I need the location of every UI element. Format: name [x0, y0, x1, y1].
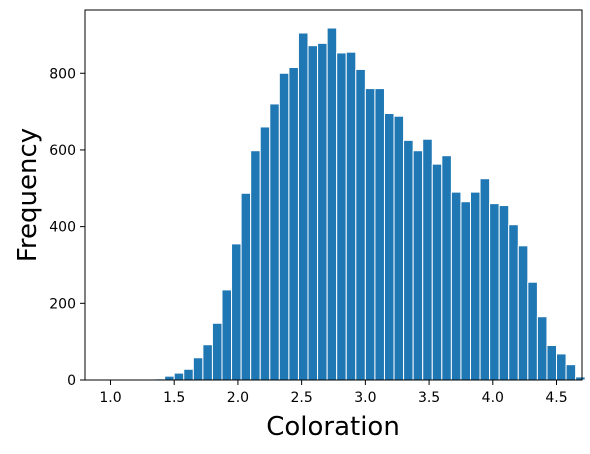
histogram-bar: [364, 88, 376, 381]
bars-group: [154, 27, 586, 381]
histogram-bar: [479, 178, 491, 381]
histogram-bar: [231, 243, 242, 381]
plot-frame: [84, 9, 583, 381]
histogram-bar: [546, 344, 558, 381]
x-axis-label: Coloration: [266, 412, 400, 442]
x-tick-label: 1.5: [163, 390, 185, 406]
histogram-bar: [297, 32, 309, 381]
x-tick-label: 4.0: [482, 390, 504, 406]
histogram-bar: [326, 27, 338, 381]
y-axis-ticks: 0 200 400 600 800: [49, 66, 85, 389]
y-axis-label: Frequency: [13, 128, 43, 262]
histogram-bar: [393, 115, 405, 381]
histogram-bar: [202, 344, 213, 381]
x-tick-label: 4.5: [545, 390, 567, 406]
histogram-bar: [536, 316, 548, 381]
histogram-bar: [355, 68, 366, 381]
histogram-bar: [508, 224, 519, 381]
histogram-bar: [192, 357, 204, 381]
histogram-bar: [269, 103, 280, 381]
histogram-bar: [383, 113, 395, 381]
histogram-bar: [431, 163, 443, 381]
histogram-bar: [441, 155, 452, 381]
histogram-bar: [517, 245, 529, 381]
histogram-bar: [173, 372, 185, 381]
y-tick-label: 200: [49, 296, 76, 312]
y-tick-label: 0: [67, 373, 76, 389]
y-tick-label: 800: [49, 66, 76, 82]
histogram-bar: [469, 191, 481, 381]
histogram-bar: [556, 353, 567, 381]
histogram-bar: [460, 201, 471, 381]
histogram-bar: [527, 281, 538, 381]
x-tick-label: 2.0: [227, 390, 249, 406]
histogram-bar: [240, 192, 252, 381]
histogram-bar: [211, 322, 223, 381]
histogram-bar: [317, 42, 328, 381]
x-tick-label: 1.0: [99, 390, 121, 406]
y-tick-label: 400: [49, 220, 76, 236]
histogram-bar: [374, 88, 385, 381]
y-tick-label: 600: [49, 143, 76, 159]
histogram-bar: [183, 368, 194, 381]
histogram-bar: [403, 139, 414, 381]
histogram-bar: [412, 150, 424, 381]
histogram-bar: [565, 364, 577, 381]
histogram-bar: [336, 52, 347, 381]
x-tick-label: 2.5: [291, 390, 313, 406]
histogram-bar: [489, 203, 500, 381]
histogram-bar: [450, 191, 462, 381]
x-axis-ticks: 1.0 1.5 2.0 2.5 3.0 3.5 4.0 4.5: [99, 380, 568, 406]
histogram-bar: [164, 375, 175, 381]
histogram-bar: [422, 138, 433, 381]
x-tick-label: 3.0: [354, 390, 376, 406]
x-tick-label: 3.5: [418, 390, 440, 406]
histogram-bar: [498, 205, 510, 381]
histogram-bar: [221, 289, 233, 381]
histogram-bar: [307, 45, 319, 381]
histogram-bar: [259, 126, 271, 381]
histogram-bar: [278, 72, 290, 381]
histogram-bar: [250, 150, 261, 381]
histogram-bar: [288, 67, 299, 381]
histogram-bar: [345, 51, 357, 381]
